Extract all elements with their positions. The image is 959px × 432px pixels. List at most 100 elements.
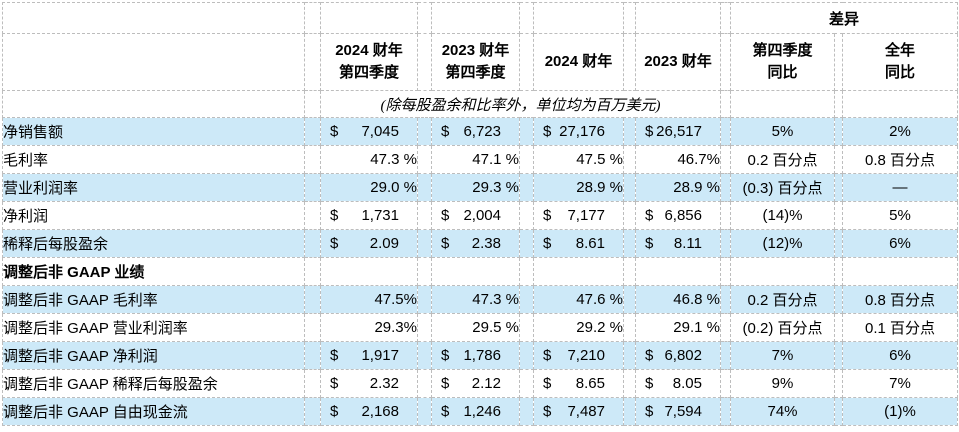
- yoy-cell: 7%: [841, 369, 959, 398]
- row-label: 营业利润率: [2, 173, 305, 202]
- money-cell: $2,168: [320, 397, 418, 426]
- amount-value: 2.32: [369, 375, 399, 392]
- amount-value: 7,045: [361, 123, 399, 140]
- money-cell-content: $1,917: [322, 347, 417, 364]
- percent-cell: 29.0 %: [320, 173, 418, 202]
- percent-cell: 29.5 %: [431, 313, 520, 342]
- column-spacer: [834, 229, 843, 258]
- amount-value: 6,802: [664, 347, 702, 364]
- table-header: 差异 2024 财年 第四季度 2023 财年 第四季度 2024 财年: [2, 2, 959, 118]
- money-cell: $7,177: [533, 201, 624, 230]
- col-header-line: 第四季度: [752, 41, 813, 59]
- column-spacer: [720, 33, 731, 91]
- money-cell: $6,802: [635, 341, 721, 370]
- column-spacer: [623, 313, 636, 342]
- column-spacer: [834, 341, 843, 370]
- yoy-cell: [841, 257, 959, 286]
- yoy-cell: —: [841, 173, 959, 202]
- table-row: 调整后非 GAAP 业绩: [2, 257, 959, 286]
- column-spacer: [834, 117, 843, 146]
- column-spacer: [417, 201, 432, 230]
- column-spacer: [519, 33, 534, 91]
- currency-symbol: $: [441, 235, 450, 252]
- percent-cell: 29.3%: [320, 313, 418, 342]
- currency-symbol: $: [330, 375, 339, 392]
- col-header-line: 2023 财年: [644, 52, 712, 70]
- column-spacer: [304, 397, 321, 426]
- money-cell-content: $1,731: [322, 207, 417, 224]
- percent-cell: 47.3 %: [320, 145, 418, 174]
- amount-value: 6,723: [463, 123, 501, 140]
- column-spacer: [304, 117, 321, 146]
- money-cell-content: $8.11: [637, 235, 720, 252]
- yoy-cell: [730, 257, 835, 286]
- units-note: (除每股盈余和比率外，单位均为百万美元): [320, 90, 721, 118]
- column-spacer: [623, 173, 636, 202]
- column-spacer: [623, 341, 636, 370]
- amount-value: 7,177: [567, 207, 605, 224]
- money-cell: $26,517: [635, 117, 721, 146]
- yoy-cell: 0.8 百分点: [841, 145, 959, 174]
- column-spacer: [304, 257, 321, 286]
- amount-value: 8.05: [672, 375, 702, 392]
- money-cell-content: $6,802: [637, 347, 720, 364]
- row-label: 调整后非 GAAP 营业利润率: [2, 313, 305, 342]
- table-body: 净销售额 $7,045 $6,723 $27,176 $26,517 5% 2% 毛利率 47.…: [2, 117, 959, 426]
- empty-cell: [841, 90, 959, 118]
- money-cell: $2.12: [431, 369, 520, 398]
- percent-cell: 47.3 %: [431, 285, 520, 314]
- yoy-cell: 0.1 百分点: [841, 313, 959, 342]
- col-header-line: 第四季度: [338, 64, 399, 81]
- column-spacer: [519, 313, 534, 342]
- column-spacer: [623, 397, 636, 426]
- currency-symbol: $: [441, 123, 450, 140]
- column-spacer: [623, 257, 636, 286]
- col-header-line: 全年: [885, 41, 916, 59]
- column-spacer: [834, 201, 843, 230]
- currency-symbol: $: [330, 123, 339, 140]
- percent-cell: 29.1 %: [635, 313, 721, 342]
- column-spacer: [417, 341, 432, 370]
- money-cell: $6,723: [431, 117, 520, 146]
- column-spacer: [720, 117, 731, 146]
- table-row: 调整后非 GAAP 毛利率 47.5% 47.3 % 47.6 % 46.8 % 0.2 …: [2, 285, 959, 314]
- diff-header-row: 差异: [2, 2, 959, 34]
- amount-value: 8.61: [575, 235, 605, 252]
- yoy-cell: (14)%: [730, 201, 835, 230]
- column-spacer: [304, 201, 321, 230]
- col-header-fy2024: 2024 财年: [533, 33, 624, 91]
- money-cell-content: $7,594: [637, 403, 720, 420]
- money-cell-content: $1,246: [433, 403, 519, 420]
- percent-cell: 28.9 %: [635, 173, 721, 202]
- column-spacer: [720, 369, 731, 398]
- money-cell: $8.11: [635, 229, 721, 258]
- col-header-fy2023: 2023 财年: [635, 33, 721, 91]
- currency-symbol: $: [441, 207, 450, 224]
- col-header-line: 2023 财年: [441, 41, 510, 59]
- money-cell-content: $2.38: [433, 235, 519, 252]
- column-spacer: [417, 285, 432, 314]
- yoy-cell: 0.8 百分点: [841, 285, 959, 314]
- money-cell: $8.05: [635, 369, 721, 398]
- money-cell: $27,176: [533, 117, 624, 146]
- percent-cell: 46.7%: [635, 145, 721, 174]
- currency-symbol: $: [330, 403, 339, 420]
- col-header-q4-yoy: 第四季度 同比: [730, 33, 835, 91]
- yoy-cell: 7%: [730, 341, 835, 370]
- column-spacer: [417, 117, 432, 146]
- empty-cell: [730, 90, 835, 118]
- row-label: 稀释后每股盈余: [2, 229, 305, 258]
- col-header-fy2023-q4: 2023 财年 第四季度: [431, 33, 520, 91]
- money-cell-content: $6,856: [637, 207, 720, 224]
- column-spacer: [519, 397, 534, 426]
- table-row: 营业利润率 29.0 % 29.3 % 28.9 % 28.9 % (0.3) 百分点 —: [2, 173, 959, 202]
- column-spacer: [519, 201, 534, 230]
- money-cell: $7,594: [635, 397, 721, 426]
- empty-cell: [431, 257, 520, 286]
- amount-value: 2,168: [361, 403, 399, 420]
- row-label: 调整后非 GAAP 净利润: [2, 341, 305, 370]
- column-spacer: [304, 313, 321, 342]
- money-cell-content: $2.32: [322, 375, 417, 392]
- column-spacer: [417, 313, 432, 342]
- amount-value: 1,917: [361, 347, 399, 364]
